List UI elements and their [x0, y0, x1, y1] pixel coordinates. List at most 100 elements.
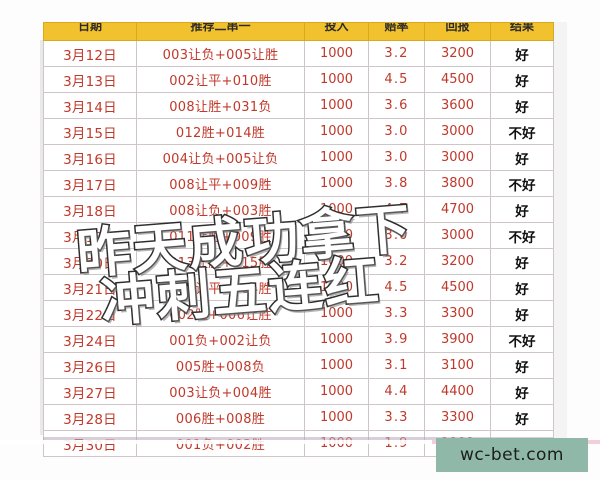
cell-pick: 005胜+008负: [136, 352, 305, 379]
table-row: 3月14日 008让胜+031负 1000 3.6 3600 好: [43, 92, 554, 119]
cell-stake: 1000: [304, 144, 369, 171]
cell-pick: 012胜+014胜: [136, 118, 305, 145]
cell-pick: 001负+002让负: [136, 326, 305, 353]
table-row: 3月27日 003让负+004胜 1000 4.4 4400 好: [43, 378, 554, 405]
cell-odds: 3.6: [368, 92, 425, 119]
cell-date: 3月26日: [43, 352, 137, 379]
column-header-pick: 推荐二串一: [136, 22, 305, 41]
column-header-odds: 赔率: [368, 22, 425, 41]
cell-return: 4400: [424, 378, 491, 405]
cell-return: 3000: [424, 222, 491, 249]
cell-odds: 3.2: [368, 248, 425, 275]
cell-stake: 1000: [304, 196, 369, 223]
cell-stake: 1000: [304, 118, 369, 145]
cell-odds: 3.3: [368, 300, 425, 327]
sheet-bottom-rule: [43, 437, 553, 440]
cell-result: 好: [490, 404, 554, 431]
cell-date: 3月13日: [43, 66, 137, 93]
column-header-stake: 投入: [304, 22, 369, 41]
cell-stake: 1000: [304, 222, 369, 249]
cell-odds: 4.4: [368, 378, 425, 405]
cell-date: 3月16日: [43, 144, 137, 171]
table-row: 3月26日 005胜+008负 1000 3.1 3100 好: [43, 352, 554, 379]
cell-pick: 005让平+004胜: [136, 274, 305, 301]
cell-odds: 3.0: [368, 144, 425, 171]
betting-record-table-wrapper: 日期 推荐二串一 投入 赔率 回报 结果 3月12日 003让负+005让胜 100…: [43, 22, 554, 457]
cell-pick: 003让负+005让胜: [136, 40, 305, 67]
cell-result: 好: [490, 40, 554, 67]
footer-accent-strip: [0, 440, 600, 444]
table-header-row: 日期 推荐二串一 投入 赔率 回报 结果: [43, 22, 554, 41]
cell-result: 好: [490, 92, 554, 119]
cell-stake: 1000: [304, 378, 369, 405]
cell-pick: 004让负+005让负: [136, 144, 305, 171]
table-row: 3月16日 004让负+005让负 1000 3.0 3000 好: [43, 144, 554, 171]
table-row: 3月15日 012胜+014胜 1000 3.0 3000 不好: [43, 118, 554, 145]
cell-pick: 008让胜+031负: [136, 92, 305, 119]
cell-return: 4700: [424, 196, 491, 223]
sheet-left-margin: [40, 40, 43, 435]
cell-stake: 1000: [304, 170, 369, 197]
cell-stake: 1000: [304, 274, 369, 301]
cell-date: 3月19日: [43, 222, 137, 249]
cell-result: 好: [490, 352, 554, 379]
cell-pick: 013让胜+015胜: [136, 248, 305, 275]
cell-date: 3月20日: [43, 248, 137, 275]
cell-odds: 3.2: [368, 40, 425, 67]
table-row: 3月28日 006胜+008胜 1000 3.3 3300 好: [43, 404, 554, 431]
cell-date: 3月15日: [43, 118, 137, 145]
cell-stake: 1000: [304, 40, 369, 67]
cell-result: 好: [490, 144, 554, 171]
cell-result: 不好: [490, 170, 554, 197]
cell-odds: 3.0: [368, 222, 425, 249]
table-row: 3月19日 011让胜+009胜 1000 3.0 3000 不好: [43, 222, 554, 249]
cell-date: 3月12日: [43, 40, 137, 67]
cell-odds: 4.7: [368, 196, 425, 223]
site-badge-label: wc-bet.com: [459, 445, 564, 465]
sheet-right-margin: [553, 22, 567, 440]
cell-return: 4500: [424, 274, 491, 301]
cell-result: 好: [490, 66, 554, 93]
cell-return: 3000: [424, 144, 491, 171]
cell-pick: 008让负+003胜: [136, 196, 305, 223]
table-row: 3月20日 013让胜+015胜 1000 3.2 3200 好: [43, 248, 554, 275]
cell-odds: 3.9: [368, 326, 425, 353]
cell-pick: 003让负+004胜: [136, 378, 305, 405]
cell-result: 好: [490, 300, 554, 327]
table-row: 3月22日 002胜+006让胜 1000 3.3 3300 好: [43, 300, 554, 327]
cell-date: 3月21日: [43, 274, 137, 301]
cell-return: 3800: [424, 170, 491, 197]
cell-odds: 4.5: [368, 66, 425, 93]
cell-date: 3月18日: [43, 196, 137, 223]
cell-stake: 1000: [304, 248, 369, 275]
cell-return: 3200: [424, 40, 491, 67]
cell-stake: 1000: [304, 92, 369, 119]
cell-stake: 1000: [304, 66, 369, 93]
cell-return: 3100: [424, 352, 491, 379]
cell-date: 3月28日: [43, 404, 137, 431]
cell-return: 3300: [424, 300, 491, 327]
table-row: 3月18日 008让负+003胜 1000 4.7 4700 好: [43, 196, 554, 223]
table-body: 3月12日 003让负+005让胜 1000 3.2 3200 好 3月13日 002让平+0…: [43, 40, 554, 457]
cell-return: 3300: [424, 404, 491, 431]
cell-result: 好: [490, 196, 554, 223]
cell-return: 3000: [424, 118, 491, 145]
cell-stake: 1000: [304, 404, 369, 431]
cell-stake: 1000: [304, 326, 369, 353]
cell-pick: 002让平+010胜: [136, 66, 305, 93]
cell-result: 不好: [490, 222, 554, 249]
table-row: 3月13日 002让平+010胜 1000 4.5 4500 好: [43, 66, 554, 93]
table-row: 3月21日 005让平+004胜 1000 4.5 4500 好: [43, 274, 554, 301]
cell-pick: 006胜+008胜: [136, 404, 305, 431]
cell-return: 3600: [424, 92, 491, 119]
cell-result: 好: [490, 378, 554, 405]
column-header-result: 结果: [490, 22, 554, 41]
table-row: 3月17日 008让平+009胜 1000 3.8 3800 不好: [43, 170, 554, 197]
betting-record-table: 日期 推荐二串一 投入 赔率 回报 结果 3月12日 003让负+005让胜 100…: [43, 22, 554, 457]
cell-stake: 1000: [304, 300, 369, 327]
cell-return: 3900: [424, 326, 491, 353]
column-header-return: 回报: [424, 22, 491, 41]
cell-date: 3月27日: [43, 378, 137, 405]
cell-return: 4500: [424, 66, 491, 93]
cell-odds: 3.3: [368, 404, 425, 431]
